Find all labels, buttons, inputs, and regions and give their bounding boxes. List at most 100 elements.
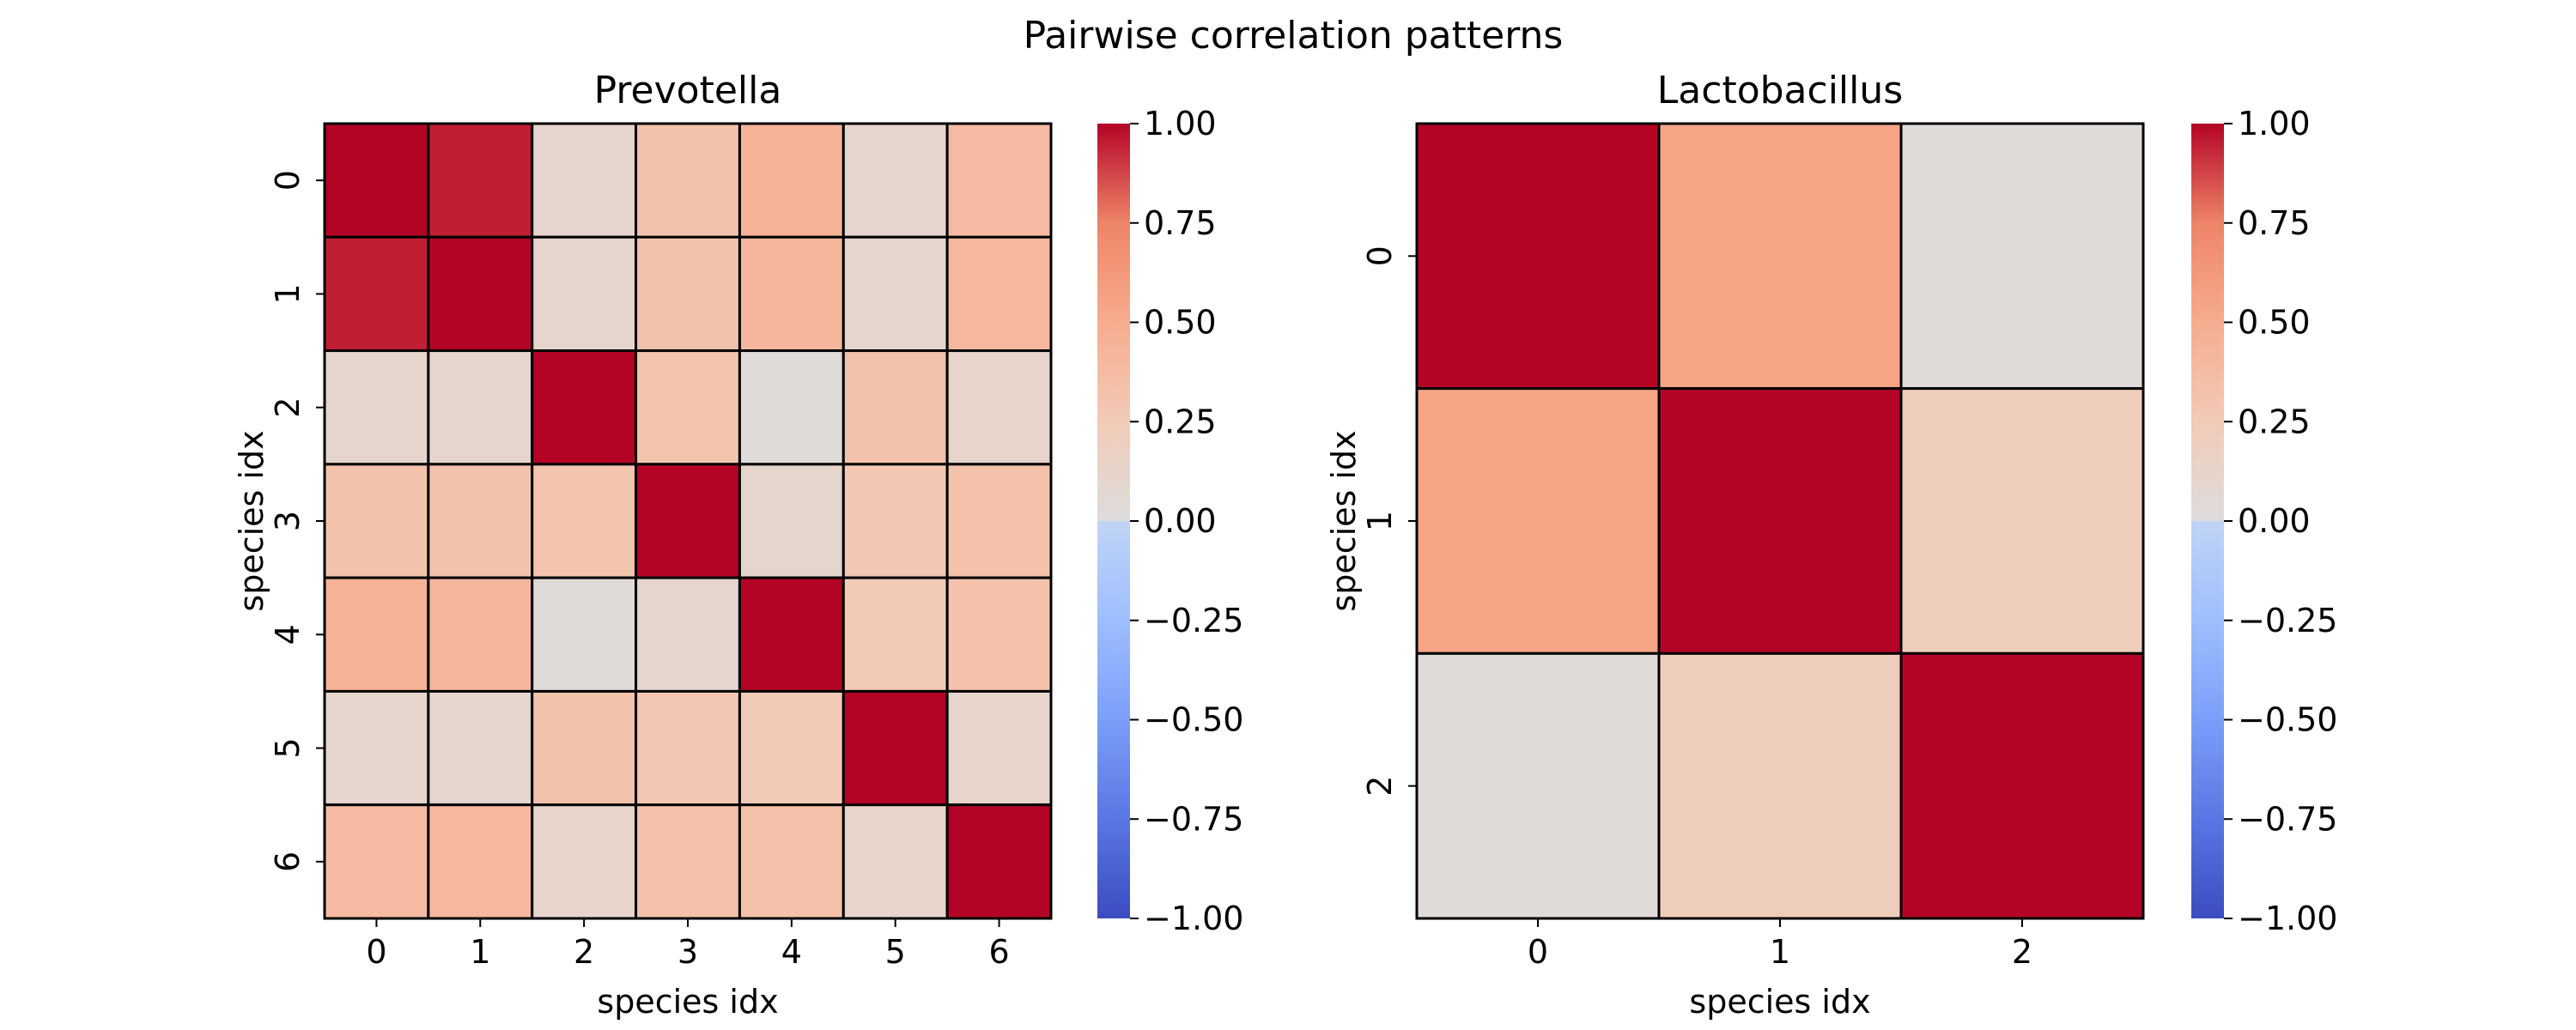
heatmap-cell-4-1 (427, 576, 534, 693)
heatmap-cell-2-4 (738, 349, 845, 466)
x-tick-label: 0 (366, 933, 386, 971)
heatmap-cell-1-6 (945, 235, 1053, 353)
heatmap-cell-0-6 (945, 122, 1053, 239)
x-tick-label: 2 (574, 933, 594, 971)
y-tick-label: 0 (269, 170, 307, 191)
heatmap-cell-4-3 (635, 576, 741, 693)
heatmap-cell-3-6 (945, 463, 1053, 579)
colorbar-tick-label: 0.75 (2238, 204, 2311, 242)
heatmap-cell-3-2 (531, 463, 638, 579)
colorbar-tick-label: 0.75 (1144, 204, 1217, 242)
heatmap-cell-5-5 (841, 689, 949, 807)
heatmap-cell-1-0 (323, 235, 430, 353)
x-axis-label: species idx (597, 983, 778, 1021)
y-tick-label: 2 (1361, 776, 1399, 797)
y-tick-label: 1 (269, 283, 307, 304)
colorbar-tick-label: −0.25 (1144, 602, 1243, 639)
heatmap-cell-2-0 (1415, 651, 1661, 920)
heatmap-cell-2-5 (841, 349, 949, 466)
heatmap-cell-0-4 (738, 122, 845, 239)
heatmap-cell-6-0 (323, 803, 430, 920)
heatmap-cell-5-0 (323, 689, 430, 807)
figure-title: Pairwise correlation patterns (1024, 14, 1564, 58)
heatmap-cell-6-2 (531, 803, 638, 920)
heatmap-cell-4-4 (738, 576, 845, 693)
y-tick-label: 1 (1361, 511, 1399, 531)
heatmap-cell-4-6 (945, 576, 1053, 693)
y-tick-label: 6 (269, 851, 307, 872)
x-tick-label: 6 (988, 933, 1009, 971)
y-tick-label: 5 (269, 737, 307, 758)
colorbar-tick-label: 0.00 (2238, 502, 2311, 540)
x-tick-label: 3 (677, 933, 698, 971)
colorbar-tick-label: 0.00 (1144, 502, 1217, 540)
heatmap-cell-1-2 (531, 235, 638, 353)
colorbar-tick-label: −1.00 (2238, 900, 2337, 937)
heatmap-cell-2-2 (531, 349, 638, 466)
x-tick-label: 0 (1528, 933, 1548, 971)
x-tick-label: 4 (781, 933, 802, 971)
colorbar-tick-label: −0.50 (2238, 701, 2337, 739)
y-axis-label: species idx (1325, 430, 1363, 611)
heatmap-cell-6-4 (738, 803, 845, 920)
colorbar-tick-label: 0.25 (2238, 403, 2311, 440)
heatmap-cell-0-0 (323, 122, 430, 239)
heatmap-cell-0-1 (1657, 122, 1903, 391)
x-tick-label: 5 (885, 933, 906, 971)
colorbar-tick-label: 0.50 (2238, 304, 2311, 342)
heatmap-cell-0-2 (1899, 122, 2145, 391)
colorbar (2191, 124, 2224, 918)
heatmap-cell-6-1 (427, 803, 534, 920)
heatmap-panel-lactobacillus: Lactobacillus 0 1 2 0 1 2 species idx species id… (1325, 69, 2337, 1021)
heatmap-cell-6-3 (635, 803, 741, 920)
colorbar-tick-label: 0.25 (1144, 403, 1217, 440)
heatmap-cell-1-4 (738, 235, 845, 353)
colorbar-tick-label: −0.25 (2238, 602, 2337, 639)
heatmap-cell-1-1 (1657, 387, 1903, 655)
heatmap-cell-1-3 (635, 235, 741, 353)
colorbar-tick-label: 1.00 (1144, 105, 1217, 142)
heatmap-cell-2-1 (427, 349, 534, 466)
heatmap-cell-4-2 (531, 576, 638, 693)
heatmap-cell-0-0 (1415, 122, 1661, 391)
colorbar-tick-label: −1.00 (1144, 900, 1243, 937)
y-tick-label: 4 (269, 624, 307, 645)
heatmap-cell-4-5 (841, 576, 949, 693)
heatmap-cell-5-2 (531, 689, 638, 807)
heatmap-cell-4-0 (323, 576, 430, 693)
heatmap-cell-3-5 (841, 463, 949, 579)
colorbar (1097, 124, 1130, 918)
y-tick-label: 0 (1361, 245, 1399, 266)
heatmap-cell-2-2 (1899, 651, 2145, 920)
colorbar-tick-label: 1.00 (2238, 105, 2311, 142)
x-tick-label: 2 (2012, 933, 2032, 971)
heatmap-cell-0-2 (531, 122, 638, 239)
heatmap-cell-1-0 (1415, 387, 1661, 655)
panel-title: Prevotella (594, 69, 782, 112)
heatmap-cell-0-1 (427, 122, 534, 239)
heatmap-cell-3-4 (738, 463, 845, 579)
heatmap-cell-1-1 (427, 235, 534, 353)
heatmap-cell-6-5 (841, 803, 949, 920)
colorbar-tick-label: −0.75 (2238, 800, 2337, 838)
colorbar-tick-label: 0.50 (1144, 304, 1217, 342)
y-axis-label: species idx (233, 430, 270, 611)
heatmap-cell-2-3 (635, 349, 741, 466)
heatmap-cell-3-1 (427, 463, 534, 579)
heatmap-cell-2-6 (945, 349, 1053, 466)
colorbar-tick-label: −0.75 (1144, 800, 1243, 838)
heatmap-cell-0-5 (841, 122, 949, 239)
heatmap-cell-0-3 (635, 122, 741, 239)
x-axis-label: species idx (1689, 983, 1870, 1021)
heatmap-cell-5-4 (738, 689, 845, 807)
heatmap-cell-5-1 (427, 689, 534, 807)
colorbar-tick-label: −0.50 (1144, 701, 1243, 739)
heatmap-cell-1-2 (1899, 387, 2145, 655)
heatmap-cell-3-0 (323, 463, 430, 579)
heatmap-cell-6-6 (945, 803, 1053, 920)
heatmap-cell-5-6 (945, 689, 1053, 807)
heatmap-cell-2-0 (323, 349, 430, 466)
panel-title: Lactobacillus (1657, 69, 1903, 112)
x-tick-label: 1 (470, 933, 490, 971)
